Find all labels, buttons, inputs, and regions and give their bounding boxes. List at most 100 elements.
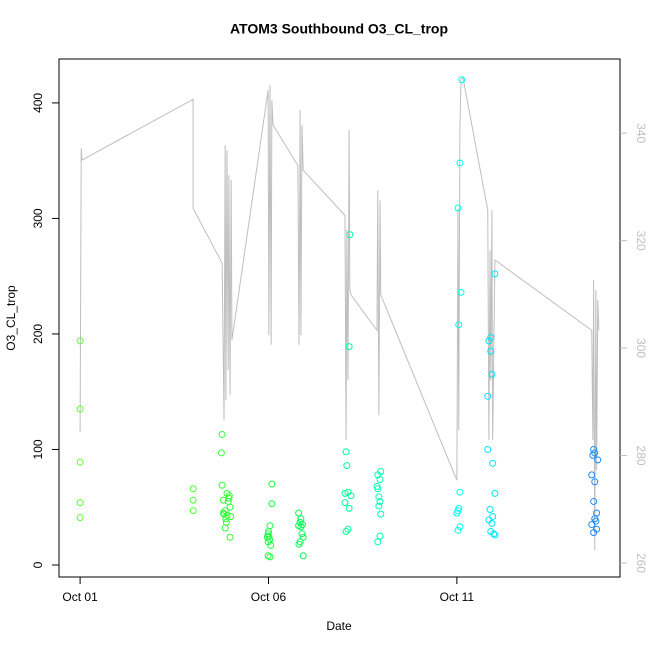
data-point bbox=[296, 518, 304, 526]
data-point bbox=[266, 553, 274, 561]
y2-tick-label: 320 bbox=[634, 231, 648, 251]
data-point bbox=[375, 493, 383, 501]
y-tick-label: 0 bbox=[31, 561, 45, 568]
data-point bbox=[217, 449, 225, 457]
data-point bbox=[298, 530, 306, 538]
y-tick-label: 200 bbox=[31, 324, 45, 344]
data-point bbox=[219, 496, 227, 504]
data-point bbox=[344, 525, 352, 533]
data-point bbox=[453, 509, 461, 517]
y2-tick-label: 300 bbox=[634, 338, 648, 358]
data-point bbox=[267, 541, 275, 549]
data-point bbox=[76, 514, 84, 522]
data-point bbox=[491, 489, 499, 497]
trace-line bbox=[79, 76, 600, 551]
data-point bbox=[219, 509, 227, 517]
data-point bbox=[223, 489, 231, 497]
data-point bbox=[374, 538, 382, 546]
data-point bbox=[295, 540, 303, 548]
data-point bbox=[264, 552, 272, 560]
data-point bbox=[221, 507, 229, 515]
data-point bbox=[484, 392, 492, 400]
data-point bbox=[374, 485, 382, 493]
data-point bbox=[488, 519, 496, 527]
data-point bbox=[226, 503, 234, 511]
data-point bbox=[588, 521, 596, 529]
data-point bbox=[342, 527, 350, 535]
data-point bbox=[488, 370, 496, 378]
data-point bbox=[456, 488, 464, 496]
data-point bbox=[491, 270, 499, 278]
data-point bbox=[189, 507, 197, 515]
data-point bbox=[189, 496, 197, 504]
data-point bbox=[592, 517, 600, 525]
data-point bbox=[225, 492, 233, 500]
data-point bbox=[455, 321, 463, 329]
data-point bbox=[76, 458, 84, 466]
data-point bbox=[377, 510, 385, 518]
y-axis-label: O3_CL_trop bbox=[4, 285, 18, 351]
x-tick-label: Oct 11 bbox=[440, 590, 475, 604]
data-point bbox=[297, 523, 305, 531]
y2-tick-label: 260 bbox=[634, 553, 648, 573]
data-point bbox=[221, 524, 229, 532]
data-point bbox=[347, 492, 355, 500]
x-tick-label: Oct 01 bbox=[62, 590, 98, 604]
data-point bbox=[295, 509, 303, 517]
data-point bbox=[589, 451, 597, 459]
x-axis-label: Date bbox=[326, 619, 352, 633]
y-tick-label: 400 bbox=[31, 93, 45, 113]
data-point bbox=[590, 445, 598, 453]
data-point bbox=[489, 459, 497, 467]
data-point bbox=[76, 499, 84, 507]
data-point bbox=[591, 478, 599, 486]
data-point bbox=[343, 462, 351, 470]
data-point bbox=[263, 533, 271, 541]
data-point bbox=[223, 511, 231, 519]
data-point bbox=[222, 515, 230, 523]
data-point bbox=[376, 497, 384, 505]
data-point bbox=[376, 475, 384, 483]
data-point bbox=[487, 333, 495, 341]
data-point bbox=[345, 504, 353, 512]
data-point bbox=[456, 159, 464, 167]
data-point bbox=[490, 530, 498, 538]
y2-tick-label: 340 bbox=[634, 123, 648, 143]
data-point bbox=[458, 76, 466, 84]
data-point bbox=[491, 531, 499, 539]
data-point bbox=[489, 512, 497, 520]
y2-tick-label: 280 bbox=[634, 446, 648, 466]
data-point bbox=[341, 489, 349, 497]
data-point bbox=[456, 523, 464, 531]
data-point bbox=[345, 343, 353, 351]
data-point bbox=[457, 288, 465, 296]
y-tick-label: 300 bbox=[31, 208, 45, 228]
data-point bbox=[220, 510, 228, 518]
data-point bbox=[588, 471, 596, 479]
data-point bbox=[268, 480, 276, 488]
data-point bbox=[484, 445, 492, 453]
data-point bbox=[591, 449, 599, 457]
data-point bbox=[76, 337, 84, 345]
data-point bbox=[299, 552, 307, 560]
data-point bbox=[266, 522, 274, 530]
data-point bbox=[376, 532, 384, 540]
data-point bbox=[342, 448, 350, 456]
data-point bbox=[375, 502, 383, 510]
data-point bbox=[226, 533, 234, 541]
data-point bbox=[346, 231, 354, 239]
data-point bbox=[454, 526, 462, 534]
data-point bbox=[218, 430, 226, 438]
data-point bbox=[590, 529, 598, 537]
data-point bbox=[487, 347, 495, 355]
data-point bbox=[218, 481, 226, 489]
data-point bbox=[594, 456, 602, 464]
plot-frame bbox=[58, 58, 621, 578]
data-point bbox=[268, 500, 276, 508]
data-point bbox=[76, 405, 84, 413]
data-point bbox=[341, 499, 349, 507]
data-point bbox=[486, 506, 494, 514]
chart-title: ATOM3 Southbound O3_CL_trop bbox=[230, 21, 448, 37]
x-tick-label: Oct 06 bbox=[251, 590, 287, 604]
